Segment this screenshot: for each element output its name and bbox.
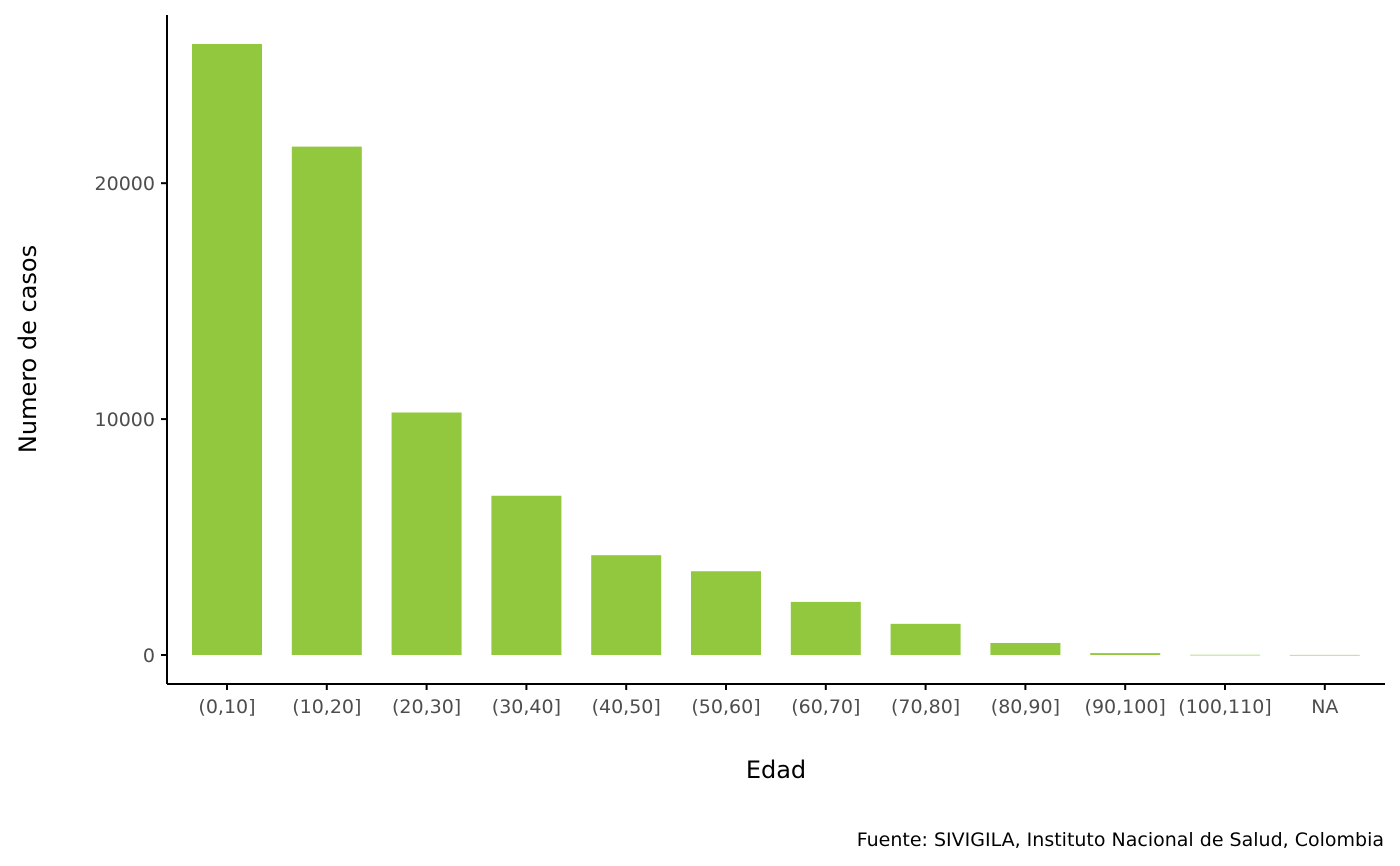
x-tick-label: (30,40]	[492, 696, 561, 718]
bar	[491, 495, 562, 655]
x-tick-label: (10,20]	[292, 696, 361, 718]
bar	[790, 601, 861, 655]
bar	[192, 44, 262, 655]
x-axis-title: Edad	[746, 756, 806, 784]
bar	[291, 146, 362, 655]
bar	[1190, 654, 1260, 656]
y-tick-label: 20000	[95, 173, 155, 195]
x-tick-label: (70,80]	[891, 696, 960, 718]
x-tick-label: (50,60]	[691, 696, 760, 718]
x-tick-label: (0,10]	[198, 696, 255, 718]
x-tick-label: (40,50]	[592, 696, 661, 718]
y-axis-ticks: 0 10000 20000	[95, 173, 167, 667]
y-tick-label: 10000	[95, 409, 155, 431]
bar	[1090, 653, 1161, 655]
bar	[391, 412, 462, 655]
x-tick-label: (20,30]	[392, 696, 461, 718]
bar	[990, 642, 1061, 655]
x-tick-label: (60,70]	[791, 696, 860, 718]
bar	[691, 571, 761, 655]
y-axis-title: Numero de casos	[14, 245, 42, 453]
bar	[1289, 654, 1360, 656]
x-axis-ticks: (0,10] (10,20] (20,30] (30,40] (40,50] (50,60…	[198, 684, 1338, 718]
x-tick-label: (90,100]	[1085, 696, 1166, 718]
x-tick-label: (80,90]	[991, 696, 1060, 718]
bar	[890, 623, 961, 655]
source-caption: Fuente: SIVIGILA, Instituto Nacional de …	[857, 829, 1384, 851]
bar	[591, 555, 662, 655]
bars-group	[192, 44, 1360, 656]
x-tick-label: (100,110]	[1178, 696, 1271, 718]
x-tick-label: NA	[1311, 696, 1338, 718]
y-tick-label: 0	[143, 645, 155, 667]
